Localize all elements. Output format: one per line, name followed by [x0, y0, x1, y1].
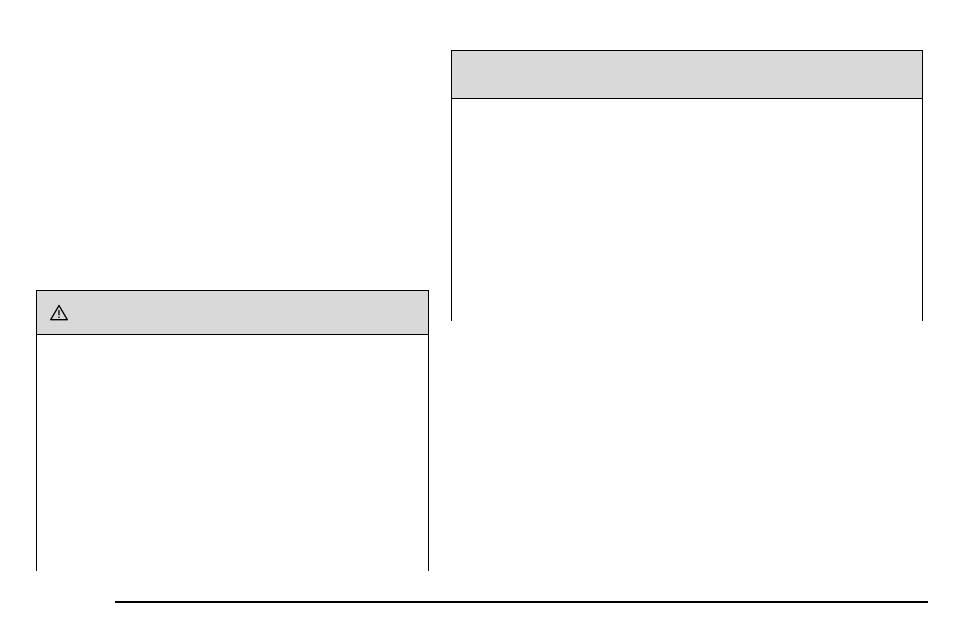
divider-line: [115, 601, 928, 603]
info-box-top-body: [452, 99, 922, 321]
warning-box-bottom-header: [37, 291, 428, 335]
warning-box-bottom: [36, 290, 429, 571]
info-box-top-header: [452, 51, 922, 99]
info-box-top: [451, 50, 923, 321]
warning-icon: [49, 303, 69, 323]
warning-box-bottom-body: [37, 335, 428, 571]
page-canvas: [0, 0, 954, 636]
